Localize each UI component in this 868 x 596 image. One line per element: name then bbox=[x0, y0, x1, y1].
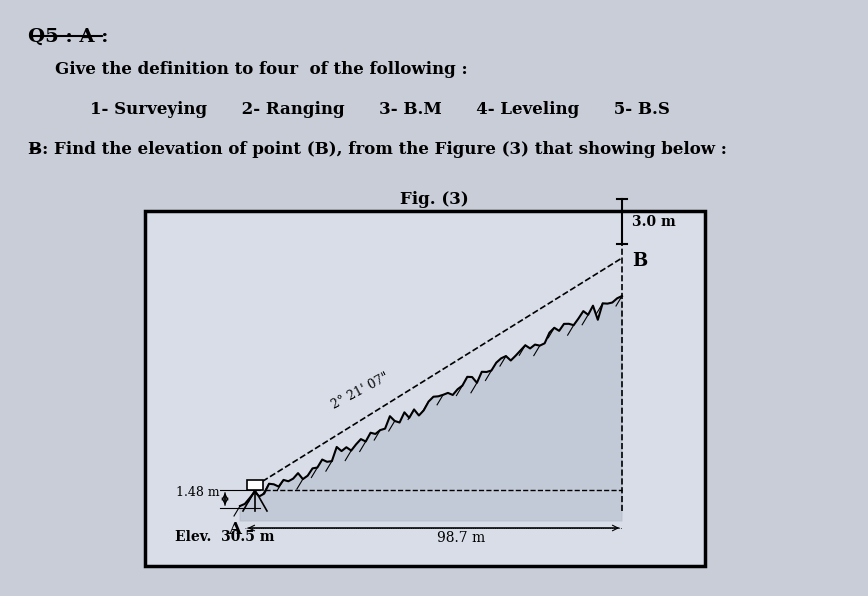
Text: B: B bbox=[632, 252, 648, 270]
Bar bbox=[247, 480, 263, 490]
Text: Fig. (3): Fig. (3) bbox=[399, 191, 469, 208]
Bar bbox=[145, 211, 705, 566]
Text: Give the definition to four  of the following :: Give the definition to four of the follo… bbox=[55, 61, 468, 78]
Text: 1- Surveying      2- Ranging      3- B.M      4- Leveling      5- B.S: 1- Surveying 2- Ranging 3- B.M 4- Leveli… bbox=[90, 101, 670, 118]
Text: Elev.  30.5 m: Elev. 30.5 m bbox=[175, 530, 274, 544]
Text: 98.7 m: 98.7 m bbox=[437, 531, 485, 545]
Text: 1.48 m: 1.48 m bbox=[176, 486, 220, 498]
Text: Q5 : A :: Q5 : A : bbox=[28, 28, 108, 46]
Text: B: Find the elevation of point (B), from the Figure (3) that showing below :: B: Find the elevation of point (B), from… bbox=[28, 141, 727, 158]
Text: 3.0 m: 3.0 m bbox=[632, 215, 676, 228]
Text: 2° 21' 07": 2° 21' 07" bbox=[329, 370, 391, 412]
Polygon shape bbox=[240, 296, 622, 521]
Text: A: A bbox=[228, 521, 241, 538]
